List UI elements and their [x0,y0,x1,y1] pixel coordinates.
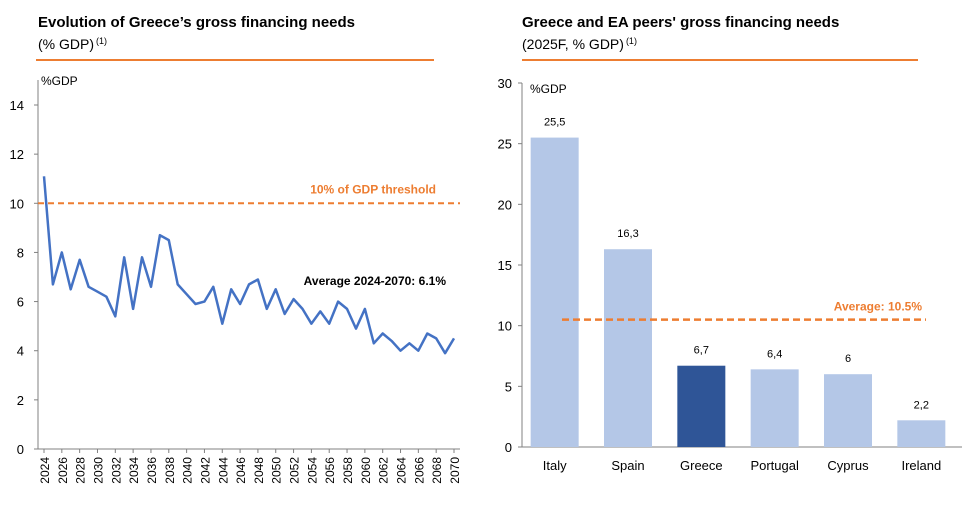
left-x-tick-label: 2070 [448,457,462,484]
right-subtitle-text: (2025F, % GDP) [522,36,624,52]
right-x-category-label: Spain [611,458,644,473]
left-y-axis-label: %GDP [41,74,78,88]
bar-italy [530,137,579,447]
left-y-tick-label: 6 [17,295,24,310]
left-x-tick-label: 2028 [74,457,88,484]
left-x-tick-label: 2044 [216,457,230,484]
left-chart-title: Evolution of Greece’s gross financing ne… [38,14,356,31]
bar-value-label: 6 [845,353,851,365]
left-y-tick-label: 12 [10,147,24,162]
right-x-category-label: Greece [680,458,723,473]
left-title-rule [36,59,434,61]
right-x-category-label: Portugal [750,458,799,473]
left-x-tick-label: 2066 [412,457,426,484]
right-x-category-label: Ireland [901,458,941,473]
right-y-tick-label: 25 [498,137,512,152]
left-x-tick-label: 2042 [198,457,212,484]
bar-value-label: 16,3 [617,228,638,240]
bar-value-label: 25,5 [544,117,565,129]
left-x-tick-label: 2038 [163,457,177,484]
left-x-tick-label: 2060 [359,457,373,484]
left-x-tick-label: 2024 [38,457,52,484]
left-x-tick-label: 2036 [145,457,159,484]
right-y-axis-label: %GDP [530,82,567,96]
bar-ireland [897,420,946,447]
left-series-line [42,176,456,355]
right-x-category-label: Cyprus [827,458,869,473]
right-y-tick-label: 10 [498,319,512,334]
right-footnote-mark: (1) [625,36,637,46]
left-average-annotation: Average 2024-2070: 6.1% [304,274,447,288]
left-x-tick-label: 2050 [270,457,284,484]
left-x-tick-label: 2030 [91,457,105,484]
right-title-rule [522,59,918,61]
left-subtitle-text: (% GDP) [38,36,94,52]
left-x-tick-label: 2064 [395,457,409,484]
left-threshold-label: 10% of GDP threshold [310,182,436,196]
right-chart-title: Greece and EA peers' gross financing nee… [522,14,840,31]
bar-value-label: 6,7 [694,345,709,357]
left-x-tick-label: 2056 [323,457,337,484]
right-y-tick-label: 5 [505,379,512,394]
bar-cyprus [824,374,872,447]
left-y-tick-label: 2 [17,393,24,408]
left-x-tick-label: 2052 [288,457,302,484]
bar-value-label: 2,2 [914,399,929,411]
left-chart-subtitle: (% GDP) (1) [38,36,107,52]
left-x-tick-label: 2034 [127,457,141,484]
right-y-tick-label: 15 [498,258,512,273]
left-y-tick-label: 4 [17,344,24,359]
bar-spain [604,249,652,447]
left-y-tick-label: 14 [10,98,24,113]
left-x-tick-label: 2062 [377,457,391,484]
left-y-tick-label: 0 [17,442,24,457]
right-chart-subtitle: (2025F, % GDP) (1) [522,36,637,52]
right-y-tick-label: 30 [498,76,512,91]
right-y-tick-label: 0 [505,440,512,455]
bar-value-label: 6,4 [767,348,782,360]
left-footnote-mark: (1) [96,36,107,46]
left-x-tick-label: 2046 [234,457,248,484]
left-x-tick-label: 2026 [56,457,70,484]
right-average-label: Average: 10.5% [834,300,923,314]
left-x-tick-label: 2054 [305,457,319,484]
bar-greece [677,365,726,447]
left-x-tick-label: 2048 [252,457,266,484]
left-x-tick-label: 2040 [181,457,195,484]
left-x-tick-label: 2058 [341,457,355,484]
left-x-tick-label: 2032 [109,457,123,484]
right-x-category-label: Italy [543,458,567,473]
left-y-tick-label: 10 [10,196,24,211]
bar-portugal [750,369,799,447]
left-x-tick-label: 2068 [430,457,444,484]
left-y-tick-label: 8 [17,245,24,260]
right-y-tick-label: 20 [498,197,512,212]
